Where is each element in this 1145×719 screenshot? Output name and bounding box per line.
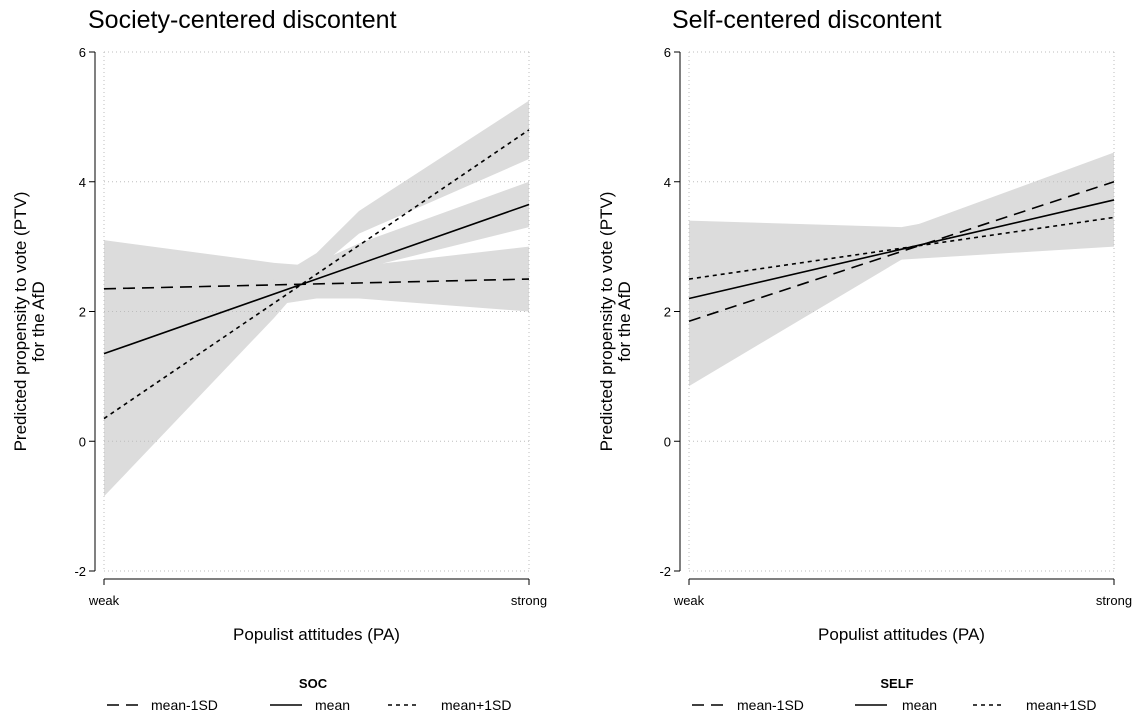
series-line-mean+1SD xyxy=(103,129,530,420)
legend-label: mean+1SD xyxy=(1026,697,1096,713)
series-line-mean-1SD xyxy=(688,180,1115,322)
confidence-band-mean+1SD xyxy=(104,100,529,497)
y-axis-label: Predicted propensity to vote (PTV) xyxy=(597,192,616,452)
legend: SOC mean-1SD mean mean+1SD xyxy=(107,676,511,713)
y-tick-label: 0 xyxy=(664,434,671,449)
legend-title: SELF xyxy=(880,676,913,691)
confidence-band-mean+1SD xyxy=(689,188,1114,338)
x-tick-label: strong xyxy=(1096,593,1132,608)
y-axis-label: Predicted propensity to vote (PTV) xyxy=(11,192,30,452)
x-axis-label: Populist attitudes (PA) xyxy=(233,625,400,644)
legend-label: mean-1SD xyxy=(737,697,804,713)
y-tick-label: -2 xyxy=(74,564,86,579)
y-tick-label: 2 xyxy=(79,305,86,320)
y-tick-label: 2 xyxy=(664,305,671,320)
y-axis-label: for the AfD xyxy=(615,281,634,361)
x-tick-label: weak xyxy=(673,593,705,608)
panel-1: Society-centered discontent -2 0 2 4 6 weak str… xyxy=(11,6,547,713)
legend: SELF mean-1SD mean mean+1SD xyxy=(692,676,1096,713)
y-tick-label: 6 xyxy=(79,45,86,60)
x-tick-label: weak xyxy=(88,593,120,608)
y-tick-label: 4 xyxy=(664,175,671,190)
chart-title: Society-centered discontent xyxy=(88,6,397,34)
legend-label: mean-1SD xyxy=(151,697,218,713)
x-axis-label: Populist attitudes (PA) xyxy=(818,625,985,644)
y-axis-label: for the AfD xyxy=(29,281,48,361)
series-line-mean xyxy=(688,199,1115,300)
x-tick-label: strong xyxy=(511,593,547,608)
legend-title: SOC xyxy=(299,676,328,691)
legend-label: mean xyxy=(315,697,350,713)
y-tick-label: 0 xyxy=(79,434,86,449)
chart-title: Self-centered discontent xyxy=(672,6,942,34)
confidence-band-mean xyxy=(104,181,529,393)
y-tick-label: -2 xyxy=(659,564,671,579)
series-line-mean xyxy=(103,203,530,355)
panel-2: Self-centered discontent -2 0 2 4 6 weak strong… xyxy=(597,6,1132,713)
y-tick-label: 6 xyxy=(664,45,671,60)
legend-label: mean xyxy=(902,697,937,713)
y-tick-label: 4 xyxy=(79,175,86,190)
legend-label: mean+1SD xyxy=(441,697,511,713)
series-line-mean-1SD xyxy=(103,278,530,290)
